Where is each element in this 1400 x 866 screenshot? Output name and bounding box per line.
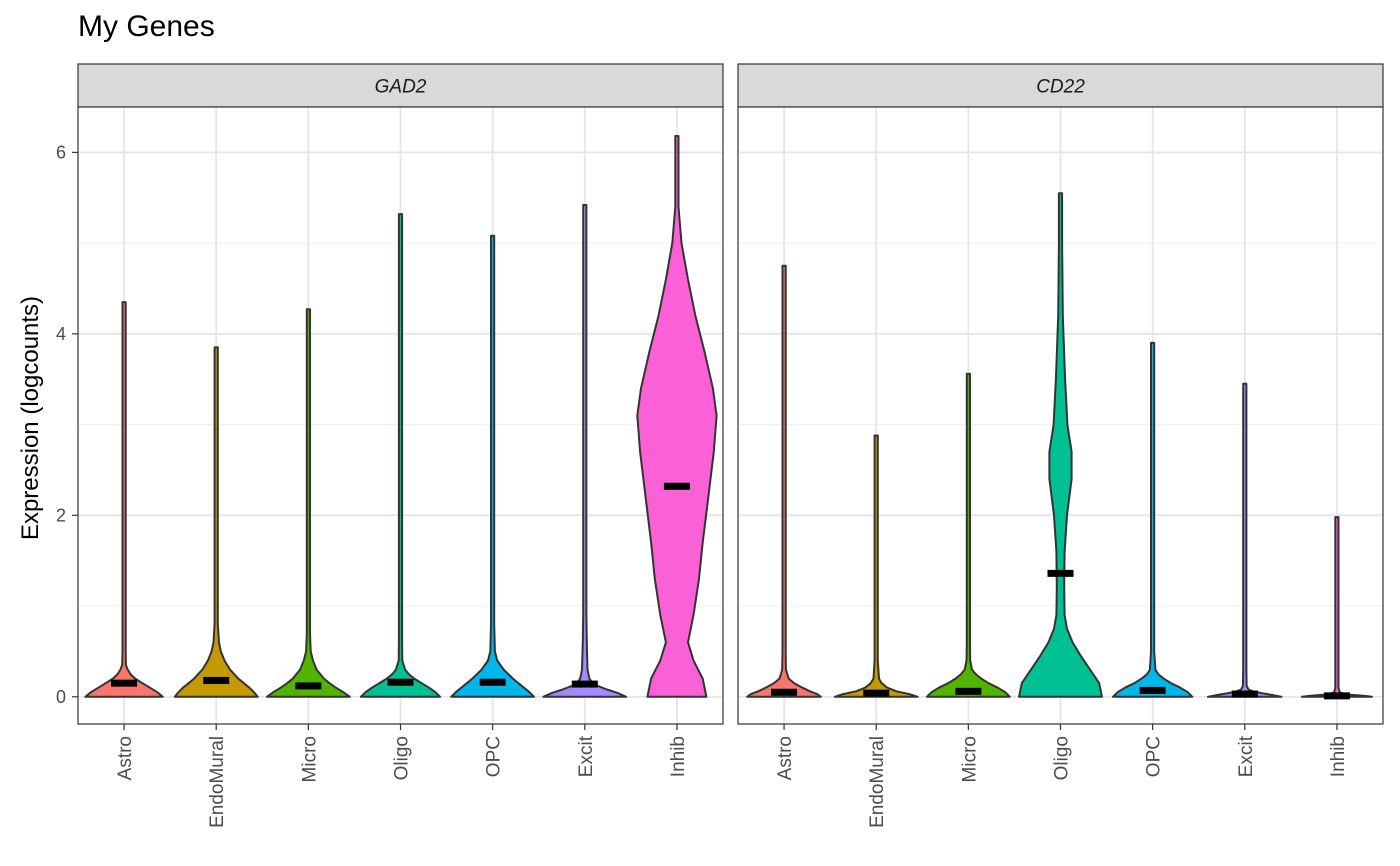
x-tick-label: Excit [1236, 735, 1257, 777]
median-bar-micro [955, 687, 982, 695]
median-bar-micro [295, 682, 322, 690]
violin-astro [746, 264, 822, 698]
y-tick-label: 2 [56, 505, 66, 525]
violin-astro [84, 301, 164, 698]
panel-gad2: GAD2 Astro EndoMural Micro Oligo OPC Excit Inhi… [77, 63, 724, 828]
median-bar-astro [111, 679, 138, 687]
chart-title: My Genes [78, 10, 215, 43]
x-tick-label: Astro [115, 736, 136, 780]
median-bar-excit [571, 680, 598, 688]
violin-oligo [359, 213, 442, 698]
y-tick-label: 0 [56, 687, 66, 707]
median-bar-oligo [1047, 569, 1074, 577]
median-bar-inhib [663, 482, 690, 490]
x-tick-label: OPC [1144, 736, 1165, 777]
x-tick-label: Astro [775, 736, 796, 780]
y-axis-label: Expression (logcounts) [17, 296, 44, 540]
y-tick-label: 6 [56, 142, 66, 162]
violin-opc [1112, 341, 1194, 698]
facet-strip [737, 63, 1384, 108]
median-bar-inhib [1323, 692, 1350, 700]
x-tick-label: Micro [299, 736, 320, 782]
median-bar-excit [1231, 690, 1258, 698]
violin-inhib [1300, 516, 1373, 698]
x-tick-label: Inhib [668, 736, 689, 777]
violin-micro [265, 308, 351, 698]
x-tick-label: Micro [959, 736, 980, 782]
median-bar-oligo [387, 678, 414, 686]
violin-endomural [833, 434, 919, 698]
x-tick-label: OPC [484, 736, 505, 777]
y-tick-label: 4 [56, 324, 66, 344]
x-tick-label: EndoMural [207, 736, 228, 828]
x-tick-label: Excit [576, 735, 597, 777]
violin-oligo [1018, 192, 1103, 698]
x-tick-label: EndoMural [867, 736, 888, 828]
median-bar-opc [1139, 686, 1166, 694]
x-tick-label: Inhib [1328, 736, 1349, 777]
median-bar-endomural [203, 676, 230, 684]
violin-endomural [173, 346, 259, 698]
violin-inhib [636, 135, 718, 698]
x-tick-label: Oligo [1052, 736, 1073, 780]
median-bar-astro [771, 688, 798, 696]
violin-micro [925, 372, 1011, 698]
facet-label: GAD2 [375, 77, 427, 98]
median-bar-endomural [863, 689, 890, 697]
median-bar-opc [479, 678, 506, 686]
facet-label: CD22 [1036, 77, 1085, 98]
x-tick-label: Oligo [392, 736, 413, 780]
panel-cd22: CD22 Astro EndoMural Micro Oligo OPC Excit Inhi… [737, 63, 1384, 828]
violin-opc [450, 234, 536, 698]
